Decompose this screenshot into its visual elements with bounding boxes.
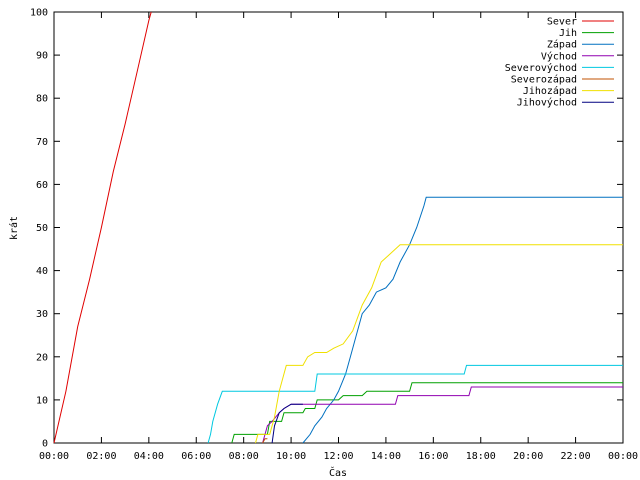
x-tick-label: 04:00	[134, 451, 164, 462]
y-tick-label: 30	[36, 309, 48, 320]
x-tick-label: 18:00	[466, 451, 496, 462]
series-line-jihozápad	[255, 244, 623, 444]
x-tick-label: 12:00	[323, 451, 353, 462]
y-tick-label: 50	[36, 223, 48, 234]
legend-label: Jihozápad	[523, 85, 577, 97]
legend: SeverJihZápadVýchodSeverovýchodSeverozáp…	[505, 17, 614, 109]
series-group	[53, 11, 623, 444]
legend-label: Severovýchod	[505, 62, 577, 74]
x-axis: 00:00 02:00 04:00 06:00 08:00 10:00 12:00 14:00…	[39, 12, 638, 462]
y-tick-label: 70	[36, 137, 48, 148]
series-line-východ	[262, 386, 623, 444]
legend-label: Sever	[547, 17, 577, 28]
y-tick-label: 100	[30, 8, 48, 19]
y-tick-label: 20	[36, 352, 48, 363]
series-line-jih	[231, 382, 623, 444]
legend-label: Jih	[559, 28, 577, 39]
legend-label: Východ	[541, 50, 577, 62]
series-line-západ	[302, 196, 623, 444]
series-line-jihovýchod	[271, 403, 303, 444]
y-tick-label: 90	[36, 51, 48, 62]
y-tick-label: 10	[36, 395, 48, 406]
series-line-severovýchod	[207, 364, 623, 444]
y-tick-label: 40	[36, 266, 48, 277]
x-tick-label: 20:00	[513, 451, 543, 462]
x-tick-label: 22:00	[561, 451, 591, 462]
x-tick-label: 08:00	[229, 451, 259, 462]
legend-label: Severozápad	[511, 74, 577, 86]
legend-label: Západ	[547, 39, 577, 51]
legend-label: Jihovýchod	[517, 97, 577, 109]
y-tick-label: 0	[42, 439, 48, 450]
x-tick-label: 06:00	[181, 451, 211, 462]
x-axis-label: Čas	[329, 466, 347, 479]
y-axis-label: krát	[8, 216, 20, 240]
x-tick-label: 02:00	[86, 451, 116, 462]
x-tick-label: 14:00	[371, 451, 401, 462]
x-tick-label: 00:00	[608, 451, 638, 462]
x-tick-label: 10:00	[276, 451, 306, 462]
series-line-severozápad	[262, 438, 268, 444]
series-line-sever	[53, 11, 152, 444]
y-axis: 0 10 20 30 40 50 60 70 80 90 100	[30, 8, 623, 450]
x-tick-label: 00:00	[39, 451, 69, 462]
y-tick-label: 60	[36, 180, 48, 191]
y-tick-label: 80	[36, 94, 48, 105]
x-tick-label: 16:00	[418, 451, 448, 462]
